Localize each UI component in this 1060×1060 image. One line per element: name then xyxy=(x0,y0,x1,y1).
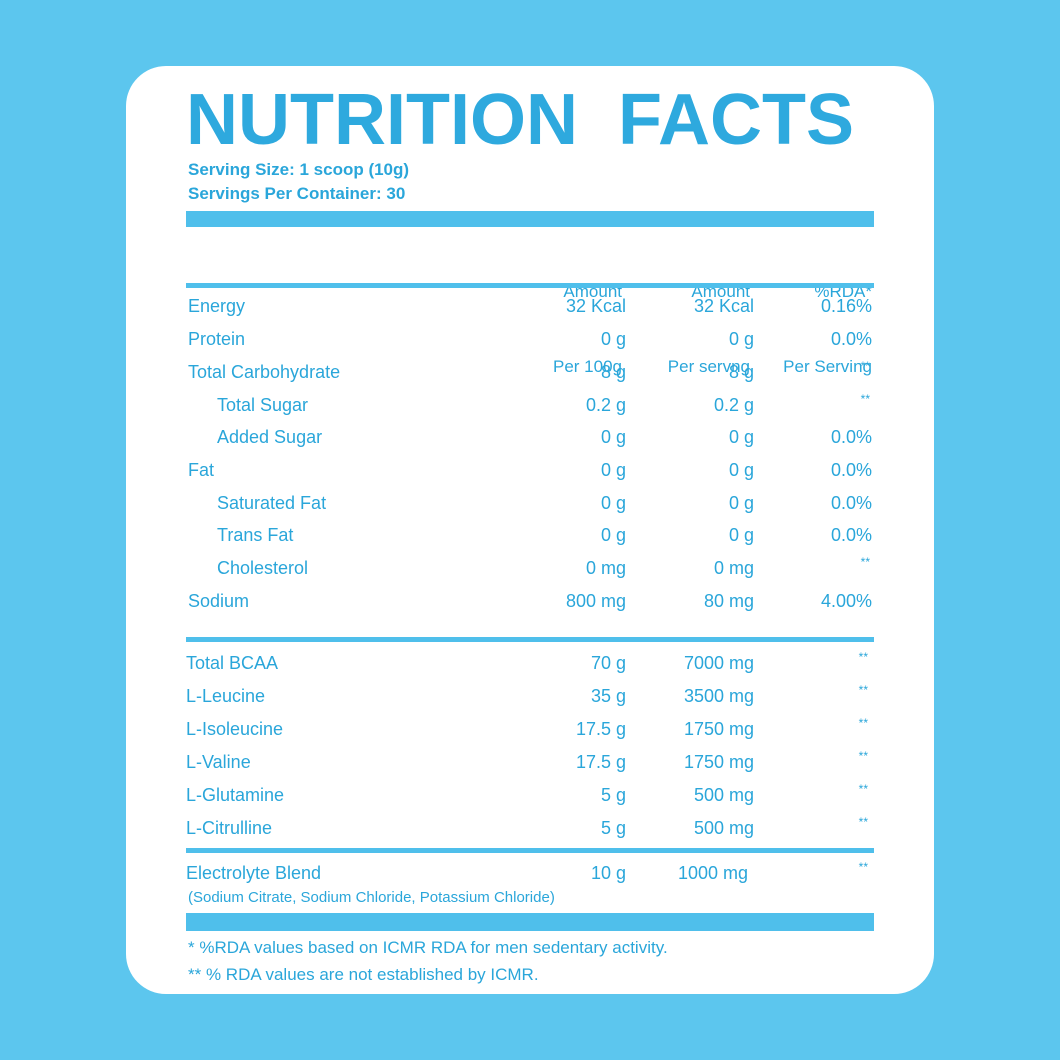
nutrient-per-serving: 32 Kcal xyxy=(693,296,754,316)
amino-rda: ** xyxy=(858,782,868,796)
header-bar xyxy=(186,211,874,227)
amino-name: Total BCAA xyxy=(186,653,279,673)
section-divider xyxy=(186,848,874,853)
nutrient-row: Trans Fat 0 g 0 g 0.0% xyxy=(186,519,874,551)
nutrient-per-100g: 8 g xyxy=(600,362,626,382)
amino-per-100g: 70 g xyxy=(590,653,626,673)
amino-per-serving: 1750 mg xyxy=(683,752,754,772)
nutrient-rda: 0.0% xyxy=(830,493,872,513)
nutrient-per-serving: 0 mg xyxy=(713,558,754,578)
nutrient-name: Cholesterol xyxy=(217,558,309,578)
nutrient-per-serving: 0 g xyxy=(728,493,754,513)
amino-name: L-Citrulline xyxy=(186,818,273,838)
nutrient-per-100g: 800 mg xyxy=(565,591,626,611)
amino-per-100g: 5 g xyxy=(600,818,626,838)
nutrient-name: Fat xyxy=(188,460,215,480)
nutrient-per-100g: 0 g xyxy=(600,460,626,480)
nutrient-row: Fat 0 g 0 g 0.0% xyxy=(186,454,874,486)
nutrient-rda: ** xyxy=(860,359,870,373)
nutrient-per-serving: 80 mg xyxy=(703,591,754,611)
nutrient-per-100g: 0 mg xyxy=(585,558,626,578)
amino-rda: ** xyxy=(858,716,868,730)
electrolyte-row: Electrolyte Blend 10 g 1000 mg ** xyxy=(186,857,874,889)
serving-size: Serving Size: 1 scoop (10g) xyxy=(188,160,410,179)
nutrient-name: Trans Fat xyxy=(217,525,294,545)
footnote-rda-not-established: ** % RDA values are not established by I… xyxy=(188,965,539,984)
section-divider xyxy=(186,637,874,642)
amino-per-100g: 17.5 g xyxy=(575,752,626,772)
nutrient-per-serving: 0.2 g xyxy=(713,395,754,415)
nutrient-per-serving: 0 g xyxy=(728,525,754,545)
nutrient-per-100g: 0 g xyxy=(600,329,626,349)
nutrient-rda: 0.0% xyxy=(830,460,872,480)
electrolyte-name: Electrolyte Blend xyxy=(186,863,322,883)
amino-name: L-Leucine xyxy=(186,686,266,706)
amino-rda: ** xyxy=(858,683,868,697)
nutrient-rda: 0.16% xyxy=(820,296,872,316)
nutrient-rda: 0.0% xyxy=(830,525,872,545)
nutrient-row: Added Sugar 0 g 0 g 0.0% xyxy=(186,421,874,453)
nutrient-name: Total Carbohydrate xyxy=(188,362,341,382)
nutrient-per-serving: 8 g xyxy=(728,362,754,382)
amino-rda: ** xyxy=(858,650,868,664)
nutrient-name: Saturated Fat xyxy=(217,493,327,513)
amino-per-serving: 1750 mg xyxy=(683,719,754,739)
electrolyte-per-serving: 1000 mg xyxy=(677,863,748,883)
footer-bar xyxy=(186,913,874,931)
nutrient-row: Total Carbohydrate 8 g 8 g ** xyxy=(186,356,874,388)
nutrient-per-100g: 0.2 g xyxy=(585,395,626,415)
nutrient-per-100g: 0 g xyxy=(600,427,626,447)
nutrient-per-serving: 0 g xyxy=(728,460,754,480)
electrolyte-per-100g: 10 g xyxy=(590,863,626,883)
label-title: NUTRITION FACTS xyxy=(186,80,854,160)
nutrient-per-100g: 0 g xyxy=(600,493,626,513)
nutrient-row: Protein 0 g 0 g 0.0% xyxy=(186,323,874,355)
nutrient-per-100g: 0 g xyxy=(600,525,626,545)
nutrient-rda: 4.00% xyxy=(820,591,872,611)
amino-rda: ** xyxy=(858,749,868,763)
nutrient-row: Saturated Fat 0 g 0 g 0.0% xyxy=(186,487,874,519)
nutrient-name: Added Sugar xyxy=(217,427,323,447)
amino-row: Total BCAA 70 g 7000 mg ** xyxy=(186,647,874,679)
nutrient-name: Protein xyxy=(188,329,246,349)
nutrient-rda: ** xyxy=(860,555,870,569)
amino-row: L-Valine 17.5 g 1750 mg ** xyxy=(186,746,874,778)
amino-per-100g: 5 g xyxy=(600,785,626,805)
amino-name: L-Isoleucine xyxy=(186,719,284,739)
nutrient-row: Energy 32 Kcal 32 Kcal 0.16% xyxy=(186,290,874,322)
amino-per-serving: 500 mg xyxy=(693,785,754,805)
nutrient-name: Total Sugar xyxy=(217,395,309,415)
amino-row: L-Leucine 35 g 3500 mg ** xyxy=(186,680,874,712)
footnote-rda-basis: * %RDA values based on ICMR RDA for men … xyxy=(188,938,668,957)
nutrient-per-100g: 32 Kcal xyxy=(565,296,626,316)
amino-per-serving: 7000 mg xyxy=(683,653,754,673)
header-per-serving-line2: Per servng xyxy=(667,357,750,376)
amino-row: L-Glutamine 5 g 500 mg ** xyxy=(186,779,874,811)
amino-per-100g: 17.5 g xyxy=(575,719,626,739)
electrolyte-rda: ** xyxy=(858,860,868,874)
header-rule xyxy=(186,283,874,288)
servings-per-container: Servings Per Container: 30 xyxy=(188,184,406,203)
nutrient-rda: 0.0% xyxy=(830,329,872,349)
amino-row: L-Citrulline 5 g 500 mg ** xyxy=(186,812,874,844)
amino-name: L-Glutamine xyxy=(186,785,285,805)
nutrient-name: Sodium xyxy=(188,591,250,611)
nutrient-name: Energy xyxy=(188,296,246,316)
amino-name: L-Valine xyxy=(186,752,251,772)
nutrient-row: Sodium 800 mg 80 mg 4.00% xyxy=(186,585,874,617)
nutrient-per-serving: 0 g xyxy=(728,427,754,447)
amino-row: L-Isoleucine 17.5 g 1750 mg ** xyxy=(186,713,874,745)
nutrient-row: Total Sugar 0.2 g 0.2 g ** xyxy=(186,389,874,421)
nutrient-rda: ** xyxy=(860,392,870,406)
electrolyte-ingredients: (Sodium Citrate, Sodium Chloride, Potass… xyxy=(188,889,555,906)
amino-per-serving: 3500 mg xyxy=(683,686,754,706)
nutrient-row: Cholesterol 0 mg 0 mg ** xyxy=(186,552,874,584)
header-per-100g-line2: Per 100g xyxy=(553,357,622,376)
nutrient-rda: 0.0% xyxy=(830,427,872,447)
amino-rda: ** xyxy=(858,815,868,829)
amino-per-100g: 35 g xyxy=(590,686,626,706)
header-rda-line2: Per Serving xyxy=(783,357,872,376)
nutrient-per-serving: 0 g xyxy=(728,329,754,349)
amino-per-serving: 500 mg xyxy=(693,818,754,838)
